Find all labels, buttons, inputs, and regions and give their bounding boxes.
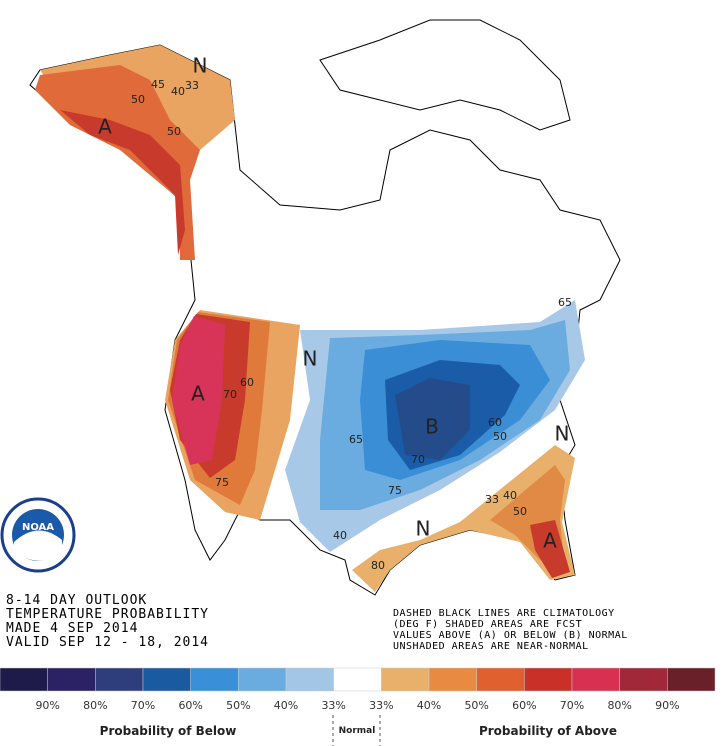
legend-swatch	[0, 667, 48, 692]
title-line: VALID SEP 12 - 18, 2014	[6, 635, 209, 650]
legend-label: 40%	[274, 699, 298, 712]
legend-label: 60%	[178, 699, 202, 712]
note-line: UNSHADED AREAS ARE NEAR-NORMAL	[393, 641, 589, 652]
title-line: MADE 4 SEP 2014	[6, 621, 138, 636]
map-label: N	[193, 54, 208, 78]
arctic-islands	[319, 19, 571, 131]
map-label: 60	[488, 416, 502, 429]
logo-text: NOAA	[22, 522, 54, 533]
note-line: VALUES ABOVE (A) OR BELOW (B) NORMAL	[393, 630, 628, 641]
legend-swatch	[571, 667, 620, 692]
map-label: 50	[513, 505, 527, 518]
map-label: B	[425, 415, 439, 439]
legend-label: 90%	[655, 699, 679, 712]
legend-label: 40%	[417, 699, 441, 712]
legend-label: 80%	[607, 699, 631, 712]
map-label: 50	[493, 430, 507, 443]
legend-swatch	[95, 667, 144, 692]
map-label: 75	[388, 484, 402, 497]
above-caption: Probability of Above	[479, 724, 617, 738]
legend-label: 70%	[560, 699, 584, 712]
map-label: 40	[333, 529, 347, 542]
legend-swatch	[619, 667, 668, 692]
legend-label: 33%	[369, 699, 393, 712]
legend-swatch	[333, 667, 382, 692]
map-label: 70	[223, 388, 237, 401]
title-line: TEMPERATURE PROBABILITY	[6, 607, 209, 622]
map-label: 33	[185, 79, 199, 92]
legend-swatch	[190, 667, 239, 692]
legend-swatch	[524, 667, 573, 692]
legend-swatch	[238, 667, 287, 692]
map-label: 60	[240, 376, 254, 389]
se-above-50	[530, 520, 570, 578]
legend-label: 50%	[464, 699, 488, 712]
legend-swatch	[667, 667, 716, 692]
map-label: 80	[371, 559, 385, 572]
map-label: A	[543, 529, 557, 553]
logo-bird	[14, 530, 62, 561]
legend-swatch	[47, 667, 96, 692]
se-above-33	[352, 445, 575, 592]
below-70	[395, 378, 470, 460]
map-label: N	[555, 422, 570, 446]
map-label: 45	[151, 78, 165, 91]
legend-swatch	[476, 667, 525, 692]
legend-swatch	[142, 667, 191, 692]
map-label: N	[303, 347, 318, 371]
legend-label: 70%	[131, 699, 155, 712]
map-label: 65	[558, 296, 572, 309]
legend-swatch	[381, 667, 430, 692]
map-label: 65	[349, 433, 363, 446]
normal-caption: Normal	[339, 726, 376, 736]
map-label: A	[191, 382, 205, 406]
legend-label: 60%	[512, 699, 536, 712]
map-label: N	[416, 517, 431, 541]
title-line: 8-14 DAY OUTLOOK	[6, 593, 147, 608]
alaska-above-60	[60, 110, 185, 255]
west-above-70	[172, 316, 225, 465]
legend-swatch	[428, 667, 477, 692]
map-label: 40	[503, 489, 517, 502]
map-label: A	[98, 115, 112, 139]
note-line: DASHED BLACK LINES ARE CLIMATOLOGY	[393, 608, 615, 619]
legend-label: 80%	[83, 699, 107, 712]
legend-label: 33%	[321, 699, 345, 712]
map-label: 33	[485, 493, 499, 506]
map-label: 70	[411, 453, 425, 466]
legend-label: 90%	[35, 699, 59, 712]
below-caption: Probability of Below	[100, 724, 237, 738]
note-line: (DEG F) SHADED AREAS ARE FCST	[393, 619, 582, 630]
legend-swatch	[285, 667, 334, 692]
legend-label: 50%	[226, 699, 250, 712]
map-label: 50	[131, 93, 145, 106]
map-label: 40	[171, 85, 185, 98]
map-label: 50	[167, 125, 181, 138]
map-label: 75	[215, 476, 229, 489]
